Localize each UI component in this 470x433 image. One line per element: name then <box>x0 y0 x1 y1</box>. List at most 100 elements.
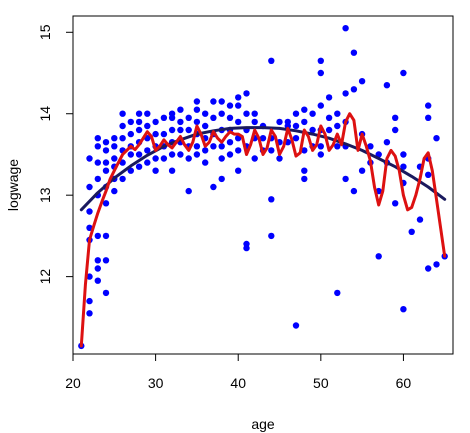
data-point <box>218 110 225 117</box>
data-point <box>168 167 176 174</box>
data-point <box>334 289 341 297</box>
data-point <box>127 151 134 158</box>
data-point <box>400 69 407 77</box>
plot-frame <box>72 15 454 355</box>
data-point <box>268 232 275 240</box>
data-point <box>317 57 324 64</box>
data-point <box>102 289 110 297</box>
data-point <box>185 155 192 162</box>
data-point <box>94 232 102 240</box>
data-point <box>342 25 349 32</box>
data-point <box>268 57 275 64</box>
data-point <box>177 118 184 126</box>
data-point <box>400 151 407 158</box>
x-tick-label: 40 <box>230 375 246 391</box>
data-point <box>292 110 300 117</box>
data-point <box>226 102 234 109</box>
data-point <box>350 49 358 56</box>
data-point <box>160 130 168 138</box>
data-point <box>317 69 324 77</box>
data-point <box>86 208 93 215</box>
data-point <box>111 155 118 162</box>
data-point <box>226 139 234 146</box>
data-point <box>317 151 324 158</box>
data-point <box>193 118 201 126</box>
data-point <box>102 167 110 174</box>
data-point <box>86 224 93 231</box>
data-point <box>160 114 168 122</box>
x-tick-label: 60 <box>396 375 412 391</box>
data-point <box>86 183 93 191</box>
data-point <box>111 187 118 195</box>
data-point <box>152 130 159 138</box>
y-tick-label: 13 <box>37 187 53 203</box>
data-point <box>243 90 250 97</box>
x-tick-label: 30 <box>148 375 164 391</box>
data-point <box>202 110 209 117</box>
data-point <box>301 147 308 154</box>
data-point <box>301 118 308 126</box>
data-point <box>168 126 176 134</box>
data-point <box>243 240 250 248</box>
data-point <box>94 277 102 284</box>
data-point <box>367 143 374 150</box>
data-point <box>425 102 432 109</box>
data-point <box>325 94 333 101</box>
data-point <box>119 159 126 166</box>
data-point <box>119 175 126 183</box>
data-point <box>152 155 159 162</box>
data-point <box>119 122 126 130</box>
data-point <box>135 151 143 158</box>
data-point <box>193 106 201 113</box>
data-point <box>102 232 110 240</box>
x-tick-label: 20 <box>65 375 81 391</box>
data-point <box>400 163 407 170</box>
data-point <box>177 151 184 158</box>
y-tick-label: 12 <box>37 269 53 285</box>
data-point <box>210 143 217 150</box>
data-point <box>433 261 440 268</box>
data-point <box>342 90 349 97</box>
data-point <box>309 110 316 117</box>
data-point <box>119 110 126 117</box>
x-axis-label: age <box>251 416 275 432</box>
data-point <box>102 200 110 207</box>
data-point <box>235 94 242 101</box>
data-point <box>210 98 217 105</box>
data-point <box>276 155 283 162</box>
data-point <box>218 143 225 150</box>
fit-lines-layer <box>79 112 447 348</box>
data-point <box>325 114 333 122</box>
data-point <box>168 151 176 158</box>
data-point <box>235 167 242 174</box>
data-point <box>325 126 333 134</box>
data-point <box>102 159 110 166</box>
data-point <box>334 143 341 150</box>
data-point <box>235 118 242 126</box>
data-point <box>102 257 110 264</box>
data-point <box>127 167 134 174</box>
data-point <box>301 175 308 183</box>
data-point <box>218 155 225 162</box>
data-point <box>185 114 192 122</box>
data-point <box>342 175 349 183</box>
data-point <box>276 118 283 126</box>
data-point <box>111 135 118 142</box>
data-point <box>251 118 258 126</box>
data-point <box>86 273 93 280</box>
data-point <box>383 82 391 89</box>
data-point <box>111 143 118 150</box>
data-point <box>86 155 93 162</box>
data-point <box>309 126 316 134</box>
data-point <box>177 126 184 134</box>
data-point <box>94 175 102 183</box>
data-point <box>94 265 102 272</box>
data-point <box>251 155 258 162</box>
data-point <box>202 122 209 130</box>
data-point <box>383 139 391 146</box>
points-layer <box>78 25 448 350</box>
data-point <box>226 114 234 122</box>
y-tick-label: 15 <box>37 24 53 40</box>
wiggly-fit-line <box>79 112 447 348</box>
